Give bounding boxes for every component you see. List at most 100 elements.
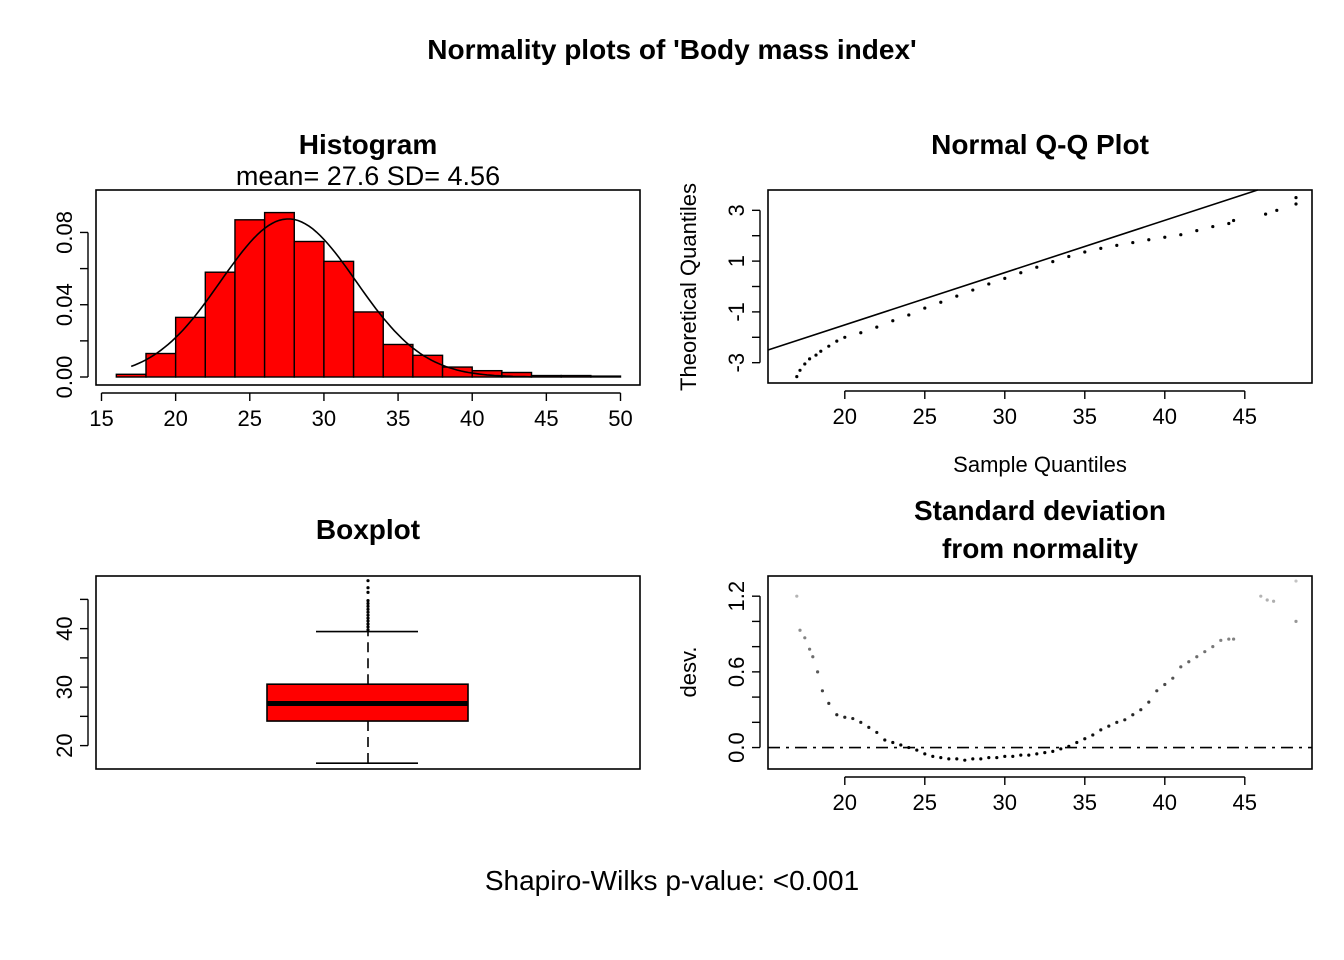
boxplot-y-tick-label: 30 [52,675,77,699]
boxplot-outlier [366,590,370,594]
histogram-x-tick-label: 15 [89,406,113,431]
deviation-point [1075,740,1079,745]
deviation-point [979,757,983,761]
boxplot-frame [95,575,641,770]
histogram-y-tick-label: 0.04 [52,283,77,326]
boxplot-outlier [366,622,370,626]
deviation-point [1163,682,1167,687]
histogram-bar [234,219,266,378]
histogram-bar [323,260,355,378]
qq-point [891,319,895,323]
qq-point [1179,233,1183,237]
histogram-y-axis: 0.00 0.04 0.08 [52,211,89,399]
deviation-point [1027,753,1031,757]
deviation-title-line-2: from normality [942,533,1138,564]
deviation-title-line-1: Standard deviation [914,495,1166,526]
deviation-point [1265,598,1269,602]
qq-point [803,362,807,366]
histogram-bar [530,374,562,378]
deviation-point [1155,689,1159,693]
qq-x-tick-label: 30 [993,404,1017,429]
deviation-panel: Standard deviation from normality 20 25 30… [676,495,1313,815]
histogram-panel: Histogram mean= 27.6 SD= 4.56 15 20 25 30 35… [52,129,641,431]
deviation-point [899,743,903,747]
deviation-x-tick-label: 35 [1073,790,1097,815]
deviation-point [939,756,943,760]
qq-point [1227,221,1231,226]
deviation-point [1043,751,1047,755]
histogram-bar [204,271,236,378]
qq-point [939,300,943,304]
qq-plot-frame [767,189,1313,384]
qq-point [1131,240,1135,245]
qq-point [835,339,839,343]
qq-x-tick-label: 35 [1073,404,1097,429]
deviation-point [1227,637,1231,641]
deviation-y-tick-label: 0.6 [724,657,749,688]
deviation-point [816,670,820,674]
deviation-point [955,757,959,761]
normal-density-curve [130,218,532,378]
deviation-y-tick-label: 0.0 [724,732,749,763]
deviation-point [843,715,847,719]
deviation-point [1139,708,1143,712]
deviation-x-tick-label: 40 [1153,790,1177,815]
qq-point [1163,235,1167,239]
qq-point [987,282,991,286]
qq-point [1067,254,1071,259]
deviation-point [1203,650,1207,654]
deviation-point [803,636,807,640]
qq-y-tick-label: 1 [724,255,749,267]
deviation-point [947,757,951,761]
qq-y-tick-label: -1 [724,302,749,322]
histogram-frame [95,189,641,386]
histogram-y-tick-label: 0.00 [52,356,77,399]
deviation-point [867,725,871,729]
qq-point [1083,250,1087,254]
qq-x-tick-label: 25 [913,404,937,429]
boxplot-outlier [366,610,370,614]
figure-title: Normality plots of 'Body mass index' [427,34,916,65]
histogram-subtitle: mean= 27.6 SD= 4.56 [236,161,500,191]
histogram-y-tick-label: 0.08 [52,211,77,254]
qq-point [859,331,863,335]
deviation-point [1091,733,1095,737]
qq-point [1115,243,1119,247]
histogram-x-tick-label: 30 [312,406,336,431]
histogram-x-axis: 15 20 25 30 35 40 45 50 [89,392,633,431]
qq-point [1264,212,1268,216]
deviation-point [1211,645,1215,649]
qq-point [875,325,879,329]
deviation-point [859,720,863,724]
histogram-bar [352,311,384,378]
histogram-bars [115,211,622,378]
deviation-point [1059,747,1063,751]
boxplot-outlier [366,586,370,590]
boxplot-outlier [366,613,370,617]
deviation-point [1123,718,1127,722]
deviation-point [851,716,855,721]
deviation-point [963,758,967,762]
deviation-point [971,757,975,761]
deviation-x-tick-label: 30 [993,790,1017,815]
deviation-point [1187,660,1191,664]
deviation-point [995,756,999,760]
qq-point [955,294,959,298]
boxplot-body [266,579,469,764]
deviation-point [795,594,799,598]
qq-point [1232,218,1236,223]
histogram-x-tick-label: 40 [460,406,484,431]
histogram-bar [382,343,414,378]
deviation-y-axis-label: desv. [676,647,701,698]
deviation-point [1107,724,1111,728]
qq-point [808,357,812,361]
histogram-bar [174,316,206,378]
deviation-point [808,647,812,651]
deviation-point [1003,754,1007,758]
deviation-x-tick-label: 20 [833,790,857,815]
deviation-point [835,713,839,717]
qq-x-tick-label: 45 [1233,404,1257,429]
qq-point [1003,276,1007,280]
boxplot-panel: Boxplot 20 30 40 [52,514,641,770]
boxplot-y-tick-label: 40 [52,616,77,640]
